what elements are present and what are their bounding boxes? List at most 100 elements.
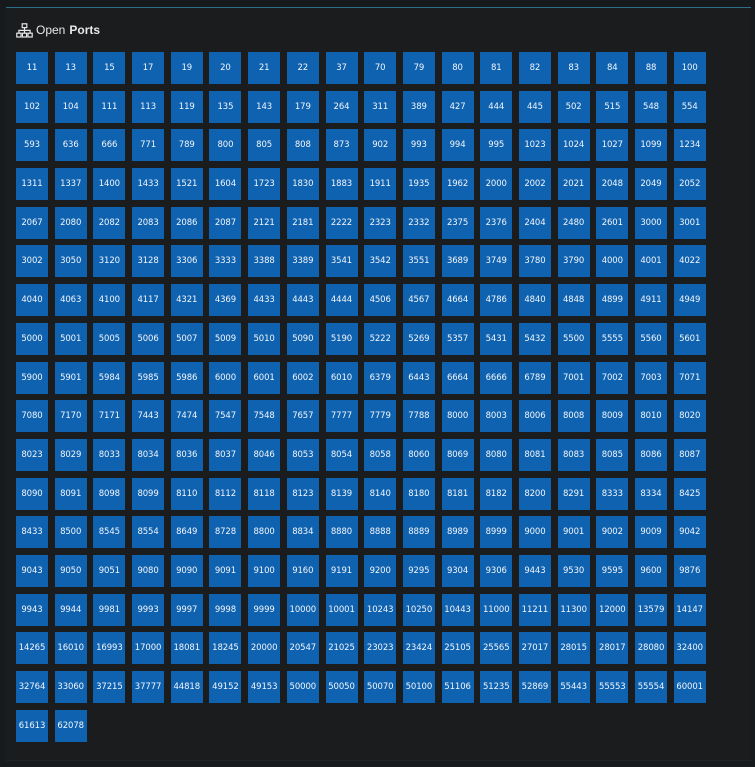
port-tile[interactable]: 104	[54, 90, 87, 123]
port-tile[interactable]: 3001	[673, 206, 706, 239]
port-tile[interactable]: 636	[54, 129, 87, 162]
port-tile[interactable]: 7003	[635, 361, 667, 394]
port-tile[interactable]: 55554	[635, 671, 667, 703]
port-tile[interactable]: 7080	[16, 400, 48, 433]
port-tile[interactable]: 666	[93, 129, 126, 162]
port-tile[interactable]: 84	[596, 52, 629, 84]
port-tile[interactable]: 10243	[364, 593, 397, 626]
port-tile[interactable]: 11000	[480, 593, 513, 626]
port-tile[interactable]: 7779	[364, 400, 397, 433]
port-tile[interactable]: 1099	[635, 129, 667, 162]
port-tile[interactable]: 88	[635, 52, 667, 84]
port-tile[interactable]: 9080	[132, 554, 165, 587]
port-tile[interactable]: 8091	[54, 477, 87, 510]
port-tile[interactable]: 8006	[518, 400, 551, 433]
port-tile[interactable]: 8053	[286, 438, 319, 471]
port-tile[interactable]: 16010	[54, 632, 87, 665]
port-tile[interactable]: 37215	[93, 671, 126, 703]
port-tile[interactable]: 12000	[596, 593, 629, 626]
port-tile[interactable]: 51106	[441, 671, 474, 703]
port-tile[interactable]: 4444	[325, 284, 358, 317]
port-tile[interactable]: 4001	[635, 245, 667, 278]
port-tile[interactable]: 5601	[673, 322, 706, 355]
port-tile[interactable]: 2375	[441, 206, 474, 239]
port-tile[interactable]: 8083	[557, 438, 590, 471]
port-tile[interactable]: 9993	[132, 593, 165, 626]
port-tile[interactable]: 25565	[480, 632, 513, 665]
port-tile[interactable]: 8182	[480, 477, 513, 510]
port-tile[interactable]: 83	[557, 52, 590, 84]
port-tile[interactable]: 33060	[54, 671, 87, 703]
port-tile[interactable]: 2222	[325, 206, 358, 239]
port-tile[interactable]: 4433	[248, 284, 281, 317]
port-tile[interactable]: 8020	[673, 400, 706, 433]
port-tile[interactable]: 5090	[286, 322, 319, 355]
port-tile[interactable]: 1400	[93, 168, 126, 201]
port-tile[interactable]: 8008	[557, 400, 590, 433]
port-tile[interactable]: 6010	[325, 361, 358, 394]
port-tile[interactable]: 9091	[209, 554, 242, 587]
port-tile[interactable]: 8000	[441, 400, 474, 433]
port-tile[interactable]: 18081	[170, 632, 203, 665]
port-tile[interactable]: 8034	[132, 438, 165, 471]
port-tile[interactable]: 5986	[170, 361, 203, 394]
port-tile[interactable]: 8139	[325, 477, 358, 510]
port-tile[interactable]: 9876	[673, 554, 706, 587]
port-tile[interactable]: 4911	[635, 284, 667, 317]
port-tile[interactable]: 8036	[170, 438, 203, 471]
port-tile[interactable]: 5560	[635, 322, 667, 355]
port-tile[interactable]: 8029	[54, 438, 87, 471]
port-tile[interactable]: 4567	[402, 284, 435, 317]
port-tile[interactable]: 5432	[518, 322, 551, 355]
port-tile[interactable]: 1723	[248, 168, 281, 201]
port-tile[interactable]: 28015	[557, 632, 590, 665]
port-tile[interactable]: 9306	[480, 554, 513, 587]
port-tile[interactable]: 9100	[248, 554, 281, 587]
port-tile[interactable]: 2601	[596, 206, 629, 239]
port-tile[interactable]: 995	[480, 129, 513, 162]
port-tile[interactable]: 8058	[364, 438, 397, 471]
port-tile[interactable]: 2376	[480, 206, 513, 239]
port-tile[interactable]: 7788	[402, 400, 435, 433]
port-tile[interactable]: 10001	[325, 593, 358, 626]
port-tile[interactable]: 8554	[132, 516, 165, 549]
port-tile[interactable]: 9200	[364, 554, 397, 587]
port-tile[interactable]: 113	[132, 90, 165, 123]
port-tile[interactable]: 6666	[480, 361, 513, 394]
port-tile[interactable]: 100	[673, 52, 706, 84]
port-tile[interactable]: 1337	[54, 168, 87, 201]
port-tile[interactable]: 4100	[93, 284, 126, 317]
port-tile[interactable]: 4369	[209, 284, 242, 317]
port-tile[interactable]: 9002	[596, 516, 629, 549]
port-tile[interactable]: 9981	[93, 593, 126, 626]
port-tile[interactable]: 111	[93, 90, 126, 123]
port-tile[interactable]: 3541	[325, 245, 358, 278]
port-tile[interactable]: 1883	[325, 168, 358, 201]
port-tile[interactable]: 9191	[325, 554, 358, 587]
port-tile[interactable]: 19	[170, 52, 203, 84]
port-tile[interactable]: 55443	[557, 671, 590, 703]
port-tile[interactable]: 13	[54, 52, 87, 84]
port-tile[interactable]: 18245	[209, 632, 242, 665]
port-tile[interactable]: 6000	[209, 361, 242, 394]
port-tile[interactable]: 8009	[596, 400, 629, 433]
port-tile[interactable]: 5009	[209, 322, 242, 355]
port-tile[interactable]: 28017	[596, 632, 629, 665]
port-tile[interactable]: 9009	[635, 516, 667, 549]
port-tile[interactable]: 8069	[441, 438, 474, 471]
port-tile[interactable]: 9160	[286, 554, 319, 587]
port-tile[interactable]: 7443	[132, 400, 165, 433]
port-tile[interactable]: 7777	[325, 400, 358, 433]
port-tile[interactable]: 805	[248, 129, 281, 162]
port-tile[interactable]: 3689	[441, 245, 474, 278]
port-tile[interactable]: 593	[16, 129, 48, 162]
port-tile[interactable]: 8545	[93, 516, 126, 549]
port-tile[interactable]: 8500	[54, 516, 87, 549]
port-tile[interactable]: 4949	[673, 284, 706, 317]
port-tile[interactable]: 5431	[480, 322, 513, 355]
port-tile[interactable]: 548	[635, 90, 667, 123]
port-tile[interactable]: 8999	[480, 516, 513, 549]
port-tile[interactable]: 993	[402, 129, 435, 162]
port-tile[interactable]: 8291	[557, 477, 590, 510]
port-tile[interactable]: 50050	[325, 671, 358, 703]
